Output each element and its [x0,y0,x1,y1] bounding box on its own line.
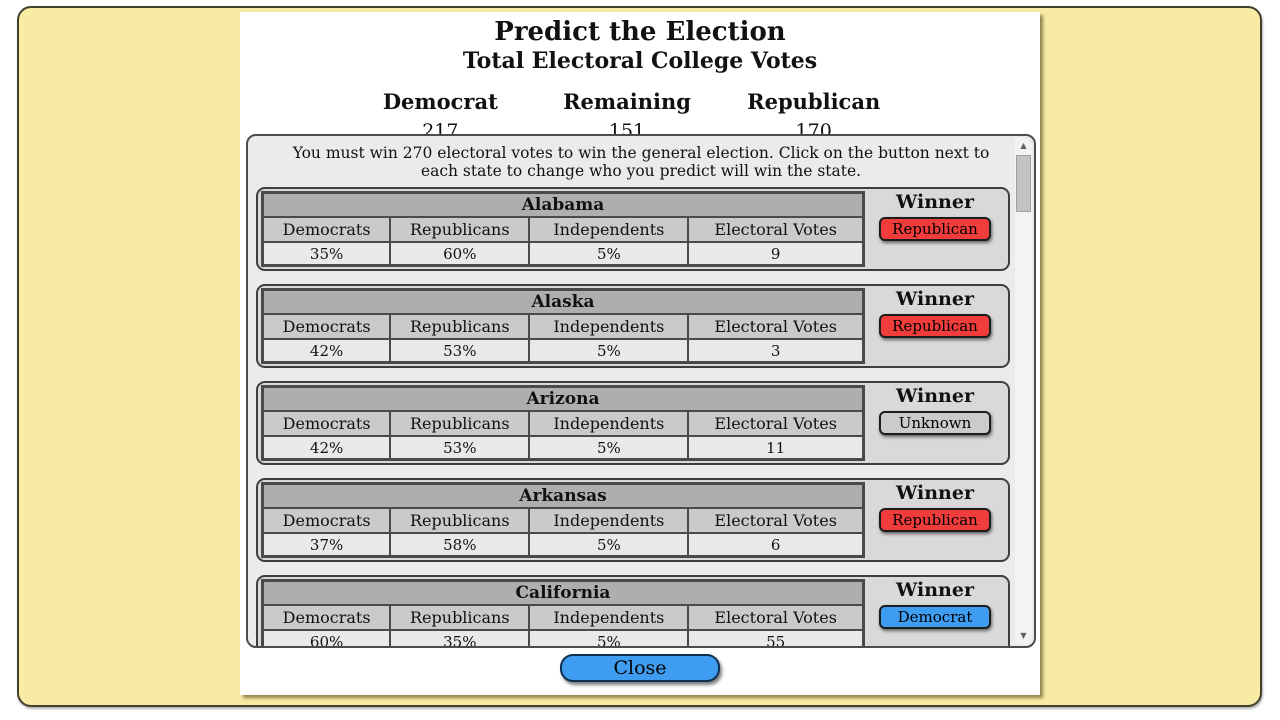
scrollbar-thumb[interactable] [1016,155,1031,212]
democrats-value: 37% [263,533,391,556]
state-name: Arizona [263,387,863,411]
democrat-total-label: Democrat [382,89,498,114]
winner-zone: Winner Democrat [865,579,1005,646]
independents-value: 5% [529,242,689,265]
republicans-value: 53% [390,436,530,459]
electoral-votes-value: 6 [688,533,863,556]
electoral-votes-value: 3 [688,339,863,362]
winner-label: Winner [896,288,974,310]
state-card: Arkansas Democrats Republicans Independe… [256,478,1010,562]
scroll-down-icon[interactable]: ▼ [1020,631,1027,640]
republicans-value: 35% [390,630,530,646]
instructions-text: You must win 270 electoral votes to win … [292,144,990,180]
state-card: Arizona Democrats Republicans Independen… [256,381,1010,465]
republicans-header: Republicans [390,314,530,339]
independents-header: Independents [529,605,689,630]
democrats-header: Democrats [263,605,391,630]
totals-labels-row: Democrat Remaining Republican [347,89,907,114]
democrats-header: Democrats [263,217,391,242]
electoral-votes-value: 9 [688,242,863,265]
winner-label: Winner [896,579,974,601]
subtitle: Total Electoral College Votes [462,48,818,74]
democrats-value: 60% [263,630,391,646]
republicans-header: Republicans [390,605,530,630]
democrats-header: Democrats [263,411,391,436]
democrats-value: 35% [263,242,391,265]
state-table: California Democrats Republicans Indepen… [261,579,865,646]
scroll-up-icon[interactable]: ▲ [1020,141,1027,150]
electoral-votes-value: 11 [688,436,863,459]
state-card: Alabama Democrats Republicans Independen… [256,187,1010,271]
independents-header: Independents [529,508,689,533]
state-name: Arkansas [263,484,863,508]
state-table: Alaska Democrats Republicans Independent… [261,288,865,364]
republicans-header: Republicans [390,508,530,533]
republicans-value: 58% [390,533,530,556]
republicans-value: 53% [390,339,530,362]
election-dialog: Predict the Election Total Electoral Col… [240,12,1040,695]
state-name: Alabama [263,193,863,217]
electoral-votes-header: Electoral Votes [688,314,863,339]
state-table: Alabama Democrats Republicans Independen… [261,191,865,267]
democrats-value: 42% [263,339,391,362]
electoral-votes-value: 55 [688,630,863,646]
winner-zone: Winner Unknown [865,385,1005,461]
republicans-header: Republicans [390,217,530,242]
winner-button[interactable]: Republican [879,508,991,532]
states-list: Alabama Democrats Republicans Independen… [256,187,1010,646]
page-title: Predict the Election [494,17,786,47]
democrats-header: Democrats [263,508,391,533]
state-table: Arkansas Democrats Republicans Independe… [261,482,865,558]
electoral-votes-header: Electoral Votes [688,508,863,533]
independents-value: 5% [529,630,689,646]
winner-zone: Winner Republican [865,482,1005,558]
winner-zone: Winner Republican [865,191,1005,267]
republicans-value: 60% [390,242,530,265]
state-name: California [263,581,863,605]
independents-value: 5% [529,339,689,362]
winner-button[interactable]: Unknown [879,411,991,435]
independents-value: 5% [529,533,689,556]
republicans-header: Republicans [390,411,530,436]
winner-label: Winner [896,482,974,504]
states-scroll-area[interactable]: You must win 270 electoral votes to win … [246,134,1036,648]
winner-zone: Winner Republican [865,288,1005,364]
winner-button[interactable]: Republican [879,314,991,338]
independents-header: Independents [529,314,689,339]
state-table: Arizona Democrats Republicans Independen… [261,385,865,461]
independents-value: 5% [529,436,689,459]
electoral-votes-header: Electoral Votes [688,605,863,630]
vertical-scrollbar[interactable]: ▲ ▼ [1015,138,1032,644]
winner-button[interactable]: Democrat [879,605,991,629]
republican-total-label: Republican [747,89,881,114]
independents-header: Independents [529,217,689,242]
independents-header: Independents [529,411,689,436]
winner-label: Winner [896,385,974,407]
democrats-value: 42% [263,436,391,459]
close-button[interactable]: Close [560,654,720,682]
state-card: California Democrats Republicans Indepen… [256,575,1010,646]
remaining-total-label: Remaining [563,89,691,114]
winner-button[interactable]: Republican [879,217,991,241]
state-name: Alaska [263,290,863,314]
electoral-votes-header: Electoral Votes [688,217,863,242]
electoral-votes-header: Electoral Votes [688,411,863,436]
democrats-header: Democrats [263,314,391,339]
winner-label: Winner [896,191,974,213]
state-card: Alaska Democrats Republicans Independent… [256,284,1010,368]
